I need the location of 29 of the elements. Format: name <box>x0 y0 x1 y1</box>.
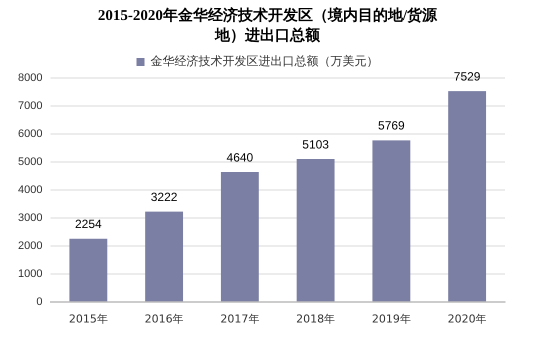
y-tick-label: 6000 <box>18 128 42 140</box>
data-label: 5103 <box>302 137 330 152</box>
x-tick-label: 2020年 <box>448 312 487 326</box>
y-tick-label: 1000 <box>18 268 42 280</box>
legend-label: 金华经济技术开发区进出口总额（万美元） <box>150 54 378 68</box>
y-tick-label: 4000 <box>18 184 42 196</box>
x-tick-label: 2016年 <box>144 312 184 326</box>
y-tick-label: 0 <box>36 296 42 308</box>
x-tick-label: 2015年 <box>68 312 108 326</box>
data-label: 4640 <box>226 150 254 164</box>
chart-title: 2015-2020年金华经济技术开发区（境内目的地/货源地）进出口总额 <box>96 6 438 46</box>
data-label: 5769 <box>378 118 406 133</box>
bar <box>220 172 259 302</box>
y-tick-label: 8000 <box>18 72 42 84</box>
x-tick-label: 2018年 <box>296 312 336 326</box>
bar <box>296 159 335 302</box>
bar <box>448 91 486 302</box>
bar <box>145 212 184 302</box>
y-tick-label: 5000 <box>18 156 42 168</box>
x-tick-label: 2019年 <box>372 312 411 326</box>
bar <box>372 140 410 302</box>
y-tick-label: 7000 <box>18 100 42 112</box>
bar <box>69 238 108 302</box>
y-tick-label: 2000 <box>18 240 42 252</box>
y-tick-label: 3000 <box>18 212 42 224</box>
data-label: 7529 <box>454 69 481 84</box>
data-label: 3222 <box>150 190 178 204</box>
data-label: 2254 <box>74 217 102 232</box>
x-tick-label: 2017年 <box>220 312 260 326</box>
